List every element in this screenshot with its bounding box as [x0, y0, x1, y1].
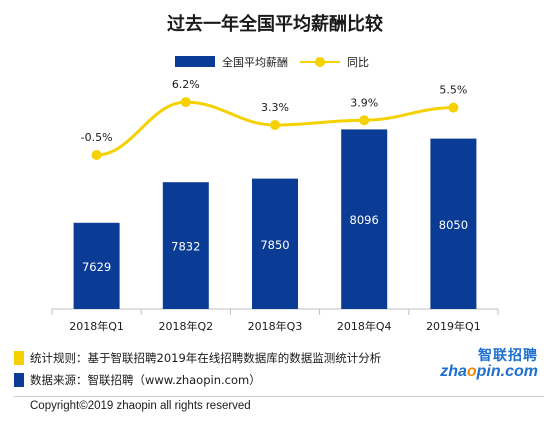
bar-value-label: 7629 — [82, 260, 111, 274]
logo-cn-text: 智联招聘 — [478, 348, 538, 364]
note-rule: 统计规则：基于智联招聘2019年在线招聘数据库的数据监测统计分析 — [14, 350, 434, 372]
chart-title: 过去一年全国平均薪酬比较 — [167, 14, 383, 35]
yoy-value-label: -0.5% — [81, 131, 113, 144]
bar-5 — [430, 138, 477, 309]
copyright: Copyright©2019 zhaopin all rights reserv… — [30, 400, 251, 412]
legend-line-label: 同比 — [347, 56, 369, 69]
x-tick-label: 2018年Q2 — [158, 319, 213, 333]
note-source-swatch — [14, 373, 24, 387]
logo-en-part-a: zha — [440, 363, 467, 380]
yoy-value-label: 5.5% — [439, 84, 467, 97]
footer-divider — [14, 396, 544, 397]
legend-bar-swatch — [175, 56, 215, 67]
zhaopin-logo: 智联招聘 zhaopin.com — [420, 345, 542, 391]
note-source-text: 数据来源：智联招聘（www.zhaopin.com） — [30, 373, 261, 387]
x-tick-label: 2018年Q1 — [69, 319, 124, 333]
yoy-point-5 — [448, 102, 459, 113]
bar-2 — [162, 182, 209, 309]
notes: 统计规则：基于智联招聘2019年在线招聘数据库的数据监测统计分析 数据来源：智联… — [14, 350, 434, 394]
note-rule-swatch — [14, 351, 24, 365]
yoy-value-label: 3.3% — [261, 101, 289, 114]
legend-bar-label: 全国平均薪酬 — [222, 56, 288, 69]
yoy-point-2 — [180, 97, 191, 108]
legend-line-dot — [315, 57, 325, 67]
logo-en-text: zhaopin.com — [440, 363, 538, 381]
bar-4 — [341, 129, 388, 309]
bar-value-label: 8050 — [439, 218, 468, 232]
logo-en-part-b: o — [466, 363, 477, 380]
logo-en-part-c: pin.com — [476, 363, 538, 380]
bar-value-label: 7850 — [260, 238, 289, 252]
yoy-value-label: 6.2% — [172, 78, 200, 91]
legend: 全国平均薪酬 同比 — [0, 52, 550, 70]
note-source: 数据来源：智联招聘（www.zhaopin.com） — [14, 372, 434, 394]
chart-plot: 7629 2018年Q1 7832 2018年Q2 7850 2018年Q3 8096 201… — [51, 78, 499, 333]
bar-value-label: 7832 — [171, 240, 200, 254]
bar-value-label: 8096 — [350, 213, 379, 227]
x-tick-label: 2018年Q3 — [248, 319, 303, 333]
x-tick-label: 2018年Q4 — [337, 319, 392, 333]
yoy-point-4 — [359, 115, 370, 126]
yoy-point-1 — [91, 150, 102, 161]
bar-3 — [252, 178, 298, 309]
bar-1 — [73, 222, 120, 309]
yoy-point-3 — [270, 120, 280, 130]
note-rule-text: 统计规则：基于智联招聘2019年在线招聘数据库的数据监测统计分析 — [30, 351, 382, 365]
yoy-value-label: 3.9% — [350, 96, 378, 109]
x-tick-label: 2019年Q1 — [426, 319, 481, 333]
